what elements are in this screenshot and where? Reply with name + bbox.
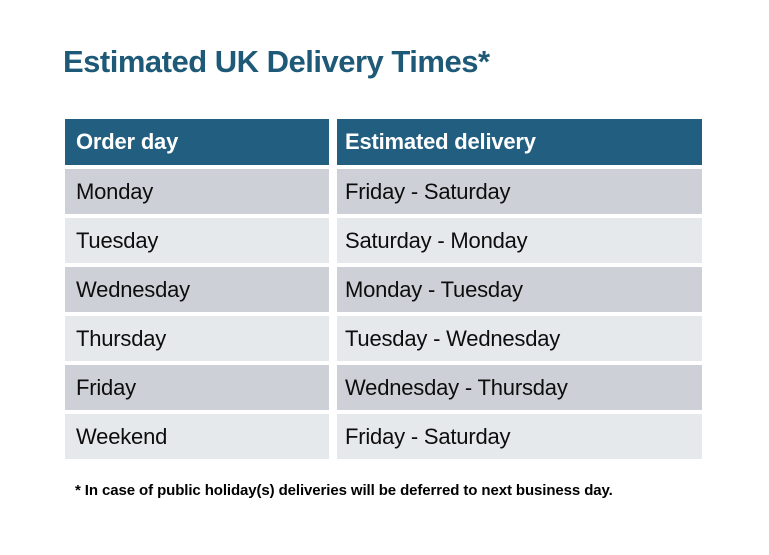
table-cell-order-day: Friday	[65, 365, 329, 410]
table-cell-estimated-delivery: Monday - Tuesday	[337, 267, 702, 312]
footnote: * In case of public holiday(s) deliverie…	[75, 482, 613, 499]
table-cell-estimated-delivery: Saturday - Monday	[337, 218, 702, 263]
delivery-times-table: Order day Estimated delivery Monday Frid…	[65, 119, 702, 459]
table-cell-estimated-delivery: Tuesday - Wednesday	[337, 316, 702, 361]
table-cell-order-day: Tuesday	[65, 218, 329, 263]
table-cell-estimated-delivery: Friday - Saturday	[337, 414, 702, 459]
column-header-estimated-delivery: Estimated delivery	[337, 119, 702, 165]
table-cell-order-day: Weekend	[65, 414, 329, 459]
page-title: Estimated UK Delivery Times*	[63, 44, 490, 79]
table-cell-order-day: Monday	[65, 169, 329, 214]
table-cell-order-day: Wednesday	[65, 267, 329, 312]
table-cell-estimated-delivery: Friday - Saturday	[337, 169, 702, 214]
column-header-order-day: Order day	[65, 119, 329, 165]
table-cell-estimated-delivery: Wednesday - Thursday	[337, 365, 702, 410]
table-cell-order-day: Thursday	[65, 316, 329, 361]
